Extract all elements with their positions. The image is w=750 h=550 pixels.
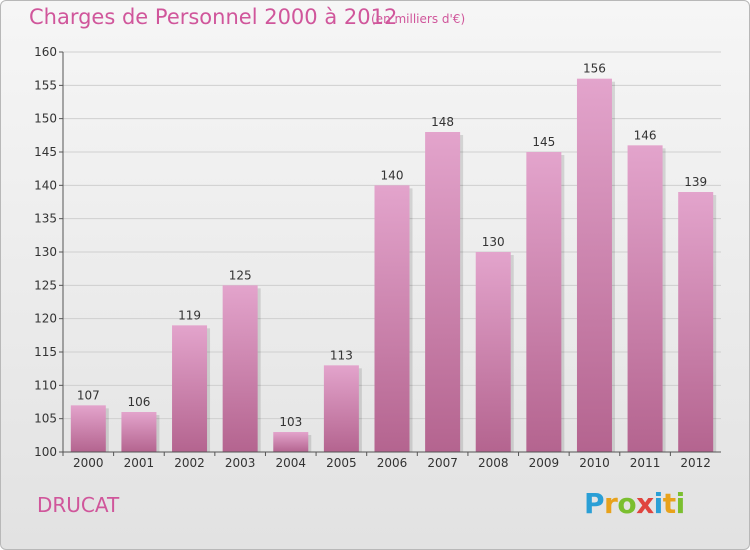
bar xyxy=(576,78,612,453)
bar xyxy=(222,285,258,452)
y-tick-label: 110 xyxy=(34,378,57,392)
x-tick-label: 2005 xyxy=(326,456,357,470)
x-tick-label: 2003 xyxy=(225,456,256,470)
bar xyxy=(121,412,157,452)
data-label: 156 xyxy=(583,62,606,76)
logo-letter: i xyxy=(675,487,686,520)
y-tick-label: 150 xyxy=(34,112,57,126)
x-tick-label: 2004 xyxy=(275,456,306,470)
data-label: 107 xyxy=(77,388,100,402)
x-tick-label: 2000 xyxy=(73,456,104,470)
x-tick-label: 2006 xyxy=(377,456,408,470)
data-label: 145 xyxy=(532,135,555,149)
chart-title: Charges de Personnel 2000 à 2012 xyxy=(29,5,398,29)
data-label: 125 xyxy=(229,268,252,282)
y-tick-label: 100 xyxy=(34,445,57,459)
bar xyxy=(526,152,562,452)
logo-letter: i xyxy=(653,487,664,520)
data-label: 139 xyxy=(684,175,707,189)
data-label: 140 xyxy=(381,168,404,182)
bar xyxy=(70,405,106,452)
bar xyxy=(374,185,410,453)
x-tick-label: 2011 xyxy=(630,456,661,470)
data-label: 103 xyxy=(279,415,302,429)
y-tick-label: 120 xyxy=(34,312,57,326)
y-tick-label: 160 xyxy=(34,45,57,59)
y-tick-label: 135 xyxy=(34,212,57,226)
bar xyxy=(627,145,663,453)
y-tick-label: 105 xyxy=(34,412,57,426)
y-tick-label: 140 xyxy=(34,178,57,192)
logo-letter: o xyxy=(617,487,637,520)
y-tick-label: 125 xyxy=(34,278,57,292)
x-tick-label: 2009 xyxy=(529,456,560,470)
bar xyxy=(172,325,208,452)
data-label: 130 xyxy=(482,235,505,249)
x-tick-label: 2001 xyxy=(124,456,155,470)
bar xyxy=(678,192,714,452)
bar xyxy=(323,365,359,452)
bar xyxy=(425,132,461,452)
logo-letter: t xyxy=(662,487,676,520)
proxiti-logo: Proxiti xyxy=(584,487,685,520)
logo-letter: r xyxy=(604,487,618,520)
x-tick-label: 2007 xyxy=(427,456,458,470)
x-tick-label: 2008 xyxy=(478,456,509,470)
data-label: 146 xyxy=(634,128,657,142)
axes: 100 105 110 115 120 125 130 135 140 145 150 155 160 2… xyxy=(34,45,721,470)
data-label: 113 xyxy=(330,348,353,362)
logo-letter: x xyxy=(636,487,654,520)
y-tick-label: 115 xyxy=(34,345,57,359)
data-label: 106 xyxy=(127,395,150,409)
chart-subtitle: (en milliers d'€) xyxy=(371,12,466,26)
bar xyxy=(475,252,511,452)
bar xyxy=(273,432,309,452)
data-label: 148 xyxy=(431,115,454,129)
x-tick-label: 2002 xyxy=(174,456,205,470)
x-tick-label: 2010 xyxy=(579,456,610,470)
commune-name: DRUCAT xyxy=(37,493,120,517)
bars: 107 106 119 125 103 113 140 148 130 145 156 146 139 xyxy=(70,62,717,453)
data-label: 119 xyxy=(178,308,201,322)
y-tick-label: 145 xyxy=(34,145,57,159)
y-tick-label: 155 xyxy=(34,78,57,92)
x-tick-label: 2012 xyxy=(680,456,711,470)
y-tick-label: 130 xyxy=(34,245,57,259)
logo-letter: P xyxy=(584,487,605,520)
